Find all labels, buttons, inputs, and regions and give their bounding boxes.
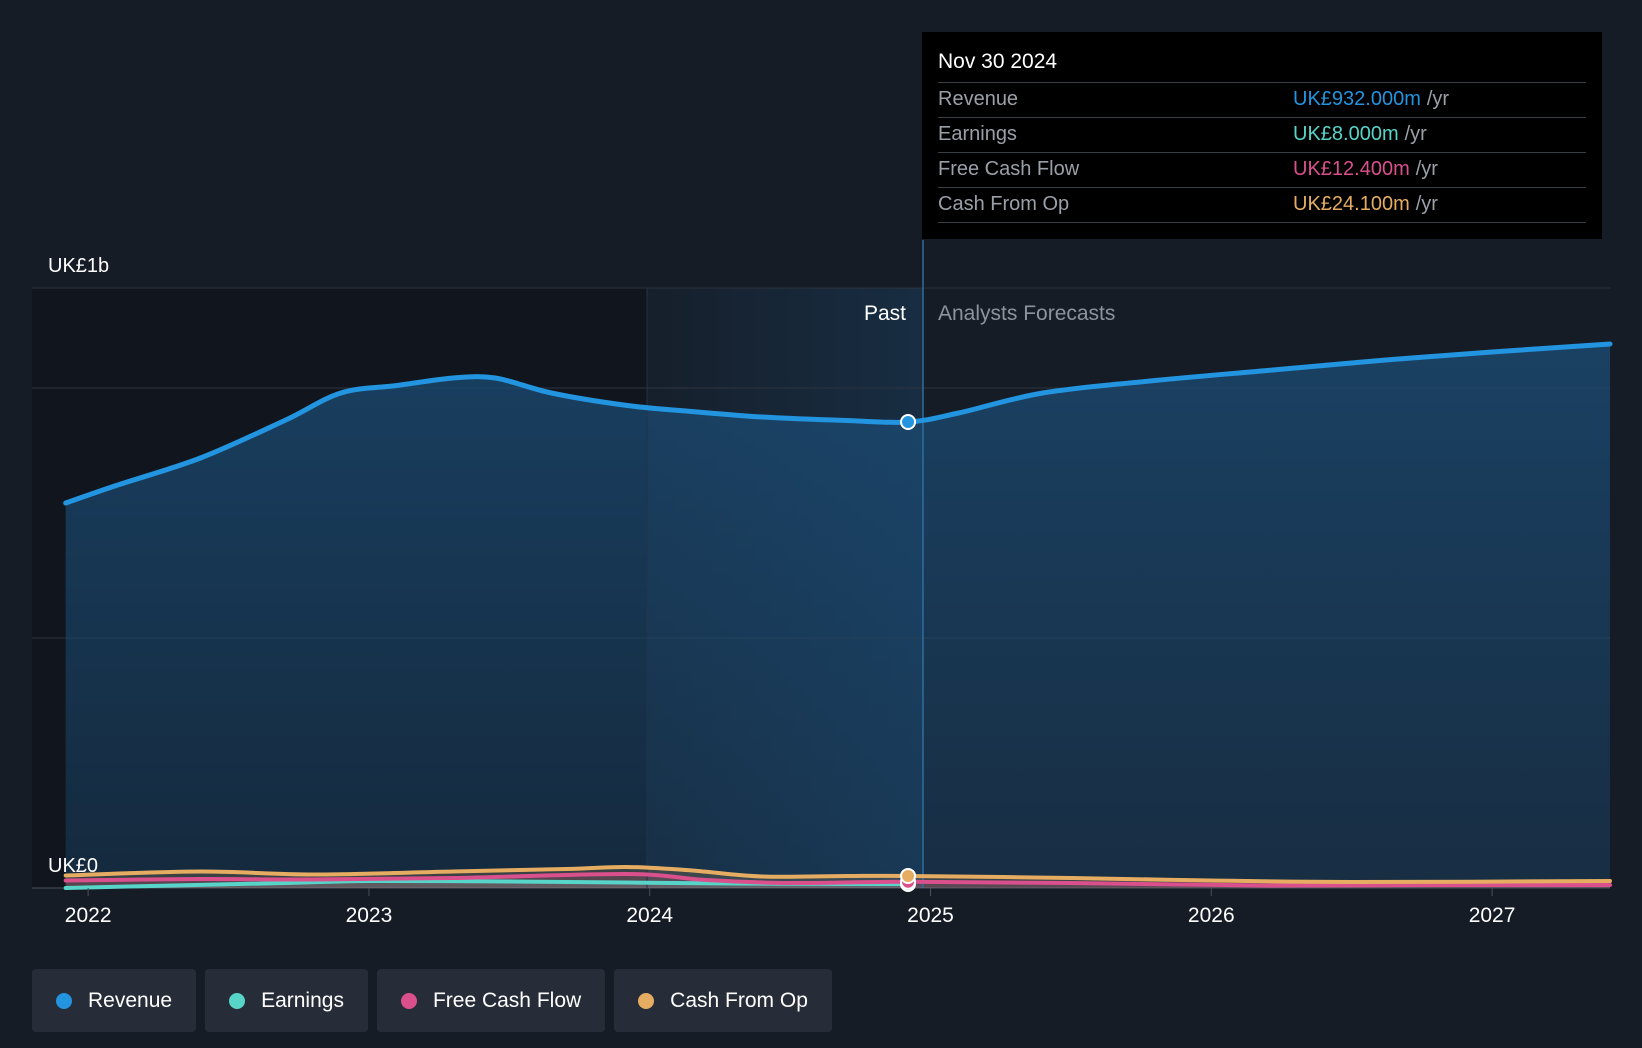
legend-label: Earnings bbox=[261, 988, 344, 1012]
tooltip-row-cash-from-op: Cash From Op UK£24.100m /yr bbox=[938, 187, 1586, 223]
tooltip-unit: /yr bbox=[1404, 123, 1427, 145]
y-label-zero: UK£0 bbox=[48, 855, 98, 877]
series-lines bbox=[63, 341, 1613, 890]
tooltip-date: Nov 30 2024 bbox=[938, 50, 1058, 73]
legend-item-revenue[interactable]: Revenue bbox=[32, 969, 197, 1032]
tooltip-value: UK£12.400m bbox=[1293, 158, 1410, 180]
y-label-top: UK£1b bbox=[48, 255, 109, 277]
tooltip-value: UK£932.000m bbox=[1293, 88, 1421, 110]
x-tick-label: 2025 bbox=[907, 904, 954, 927]
free-cash-flow-area bbox=[65, 873, 1611, 888]
earnings-dot-icon bbox=[229, 992, 246, 1009]
tooltip-unit: /yr bbox=[1415, 193, 1438, 215]
series-markers bbox=[900, 414, 917, 892]
cash-from-op-line bbox=[63, 864, 1612, 885]
revenue-marker[interactable] bbox=[900, 414, 917, 430]
legend-label: Cash From Op bbox=[670, 988, 808, 1012]
x-tick-label: 2026 bbox=[1188, 904, 1235, 927]
tooltip-unit: /yr bbox=[1426, 88, 1450, 110]
tooltip-label: Earnings bbox=[938, 123, 1017, 145]
tooltip-row-earnings: Earnings UK£8.000m /yr bbox=[938, 117, 1586, 152]
legend-item-free-cash-flow[interactable]: Free Cash Flow bbox=[376, 969, 606, 1032]
free-cash-flow-line bbox=[63, 871, 1612, 888]
free-cash-flow-dot-icon bbox=[400, 992, 417, 1009]
x-tick-label: 2027 bbox=[1469, 904, 1516, 927]
chart: UK£1b UK£0 Past Analysts Forecasts 2022 2… bbox=[32, 240, 1613, 927]
tooltip-value: UK£24.100m bbox=[1293, 193, 1410, 215]
revenue-area bbox=[65, 344, 1611, 888]
tooltip-label: Cash From Op bbox=[938, 193, 1070, 215]
revenue-dot-icon bbox=[56, 992, 72, 1009]
tooltip-row-free-cash-flow: Free Cash Flow UK£12.400m /yr bbox=[938, 152, 1586, 187]
tooltip-row-revenue: Revenue UK£932.000m /yr bbox=[938, 82, 1586, 117]
past-label: Past bbox=[864, 302, 906, 325]
tooltip-value: UK£8.000m bbox=[1293, 123, 1399, 145]
cash-from-op-dot-icon bbox=[638, 992, 655, 1009]
earnings-area bbox=[65, 880, 908, 888]
series-areas bbox=[65, 344, 1611, 888]
tooltip: Nov 30 2024 Revenue UK£932.000m /yr Earn… bbox=[922, 32, 1602, 239]
tooltip-label: Free Cash Flow bbox=[938, 158, 1080, 180]
forecast-label: Analysts Forecasts bbox=[938, 302, 1115, 325]
x-axis-ticks: 2022 2023 2024 2025 2026 2027 bbox=[65, 888, 1516, 927]
x-tick-label: 2022 bbox=[65, 904, 112, 927]
cash-from-op-marker[interactable] bbox=[900, 867, 917, 884]
x-tick-label: 2023 bbox=[346, 904, 393, 927]
legend-label: Free Cash Flow bbox=[432, 988, 582, 1012]
legend-item-cash-from-op[interactable]: Cash From Op bbox=[614, 969, 832, 1032]
legend: Revenue Earnings Free Cash Flow Cash Fro… bbox=[32, 969, 832, 1032]
x-tick-label: 2024 bbox=[626, 904, 673, 927]
revenue-line bbox=[63, 341, 1613, 506]
legend-label: Revenue bbox=[88, 988, 173, 1012]
legend-item-earnings[interactable]: Earnings bbox=[205, 969, 368, 1032]
tooltip-label: Revenue bbox=[938, 88, 1019, 110]
tooltip-unit: /yr bbox=[1415, 158, 1438, 180]
